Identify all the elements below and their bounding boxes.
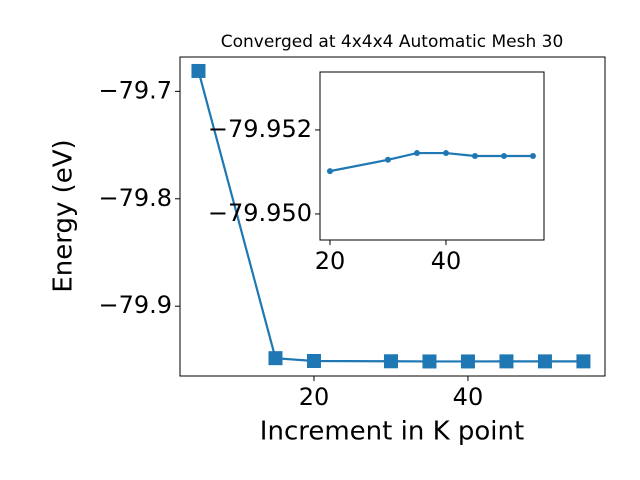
y-tick-label: −79.9 xyxy=(98,291,172,319)
marker xyxy=(537,354,552,369)
y-axis-label: Energy (eV) xyxy=(49,139,79,292)
marker xyxy=(499,354,514,369)
marker xyxy=(576,354,591,369)
x-tick-label: 40 xyxy=(431,247,462,275)
marker xyxy=(268,351,283,366)
marker xyxy=(422,354,437,369)
y-tick-label: −79.8 xyxy=(98,184,172,212)
marker xyxy=(306,353,321,368)
x-tick-label: 20 xyxy=(299,383,330,411)
marker xyxy=(383,354,398,369)
marker xyxy=(529,153,536,159)
chart-title: Converged at 4x4x4 Automatic Mesh 30 xyxy=(221,32,564,52)
x-axis-label: Increment in K point xyxy=(260,417,524,447)
marker xyxy=(191,63,206,78)
marker xyxy=(500,153,507,159)
marker xyxy=(442,150,449,157)
y-tick-label: −79.950 xyxy=(208,199,312,227)
x-tick-label: 40 xyxy=(453,383,484,411)
y-tick-label: −79.952 xyxy=(208,115,312,143)
marker xyxy=(326,168,333,175)
y-tick-label: −79.7 xyxy=(98,76,172,104)
marker xyxy=(384,156,391,163)
marker xyxy=(413,150,420,157)
marker xyxy=(460,354,475,369)
marker xyxy=(471,153,478,159)
x-tick-label: 20 xyxy=(315,247,346,275)
